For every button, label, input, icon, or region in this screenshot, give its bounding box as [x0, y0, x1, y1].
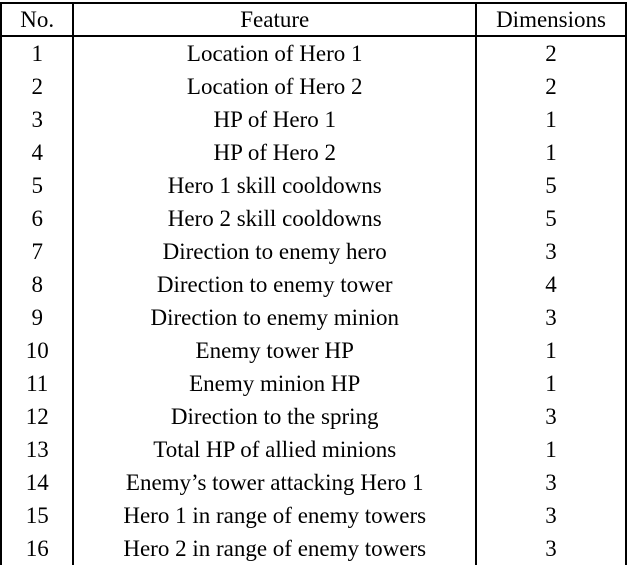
feature-cell: Direction to the spring	[72, 400, 478, 433]
table-row: 9 Direction to enemy minion 3	[0, 301, 627, 334]
no-cell: 6	[0, 202, 75, 235]
feature-cell: Enemy minion HP	[72, 367, 478, 400]
feature-table: No. Feature Dimensions 1 Location of Hero…	[0, 2, 627, 565]
dimensions-cell: 1	[475, 103, 627, 136]
dimensions-cell: 4	[475, 268, 627, 301]
feature-cell: Hero 2 in range of enemy towers	[72, 532, 478, 565]
feature-cell: Direction to enemy hero	[72, 235, 478, 268]
no-cell: 1	[0, 36, 75, 70]
no-cell: 2	[0, 70, 75, 103]
no-cell: 4	[0, 136, 75, 169]
header-no: No.	[0, 3, 75, 37]
no-cell: 12	[0, 400, 75, 433]
no-cell: 14	[0, 466, 75, 499]
table-row: 15 Hero 1 in range of enemy towers 3	[0, 499, 627, 532]
header-dimensions: Dimensions	[475, 3, 627, 37]
feature-cell: Total HP of allied minions	[72, 433, 478, 466]
feature-cell: Hero 1 skill cooldowns	[72, 169, 478, 202]
feature-cell: Hero 2 skill cooldowns	[72, 202, 478, 235]
table-row: 10 Enemy tower HP 1	[0, 334, 627, 367]
dimensions-cell: 1	[475, 433, 627, 466]
dimensions-cell: 1	[475, 367, 627, 400]
feature-cell: Enemy tower HP	[72, 334, 478, 367]
feature-cell: Location of Hero 1	[72, 36, 478, 70]
dimensions-cell: 3	[475, 532, 627, 565]
no-cell: 8	[0, 268, 75, 301]
table-header: No. Feature Dimensions	[0, 3, 627, 37]
dimensions-cell: 3	[475, 235, 627, 268]
table-row: 8 Direction to enemy tower 4	[0, 268, 627, 301]
feature-cell: Enemy’s tower attacking Hero 1	[72, 466, 478, 499]
no-cell: 10	[0, 334, 75, 367]
dimensions-cell: 5	[475, 202, 627, 235]
feature-cell: Location of Hero 2	[72, 70, 478, 103]
no-cell: 11	[0, 367, 75, 400]
no-cell: 16	[0, 532, 75, 565]
feature-cell: HP of Hero 2	[72, 136, 478, 169]
dimensions-cell: 3	[475, 301, 627, 334]
dimensions-cell: 1	[475, 136, 627, 169]
no-cell: 9	[0, 301, 75, 334]
header-feature: Feature	[72, 3, 478, 37]
feature-cell: Hero 1 in range of enemy towers	[72, 499, 478, 532]
no-cell: 15	[0, 499, 75, 532]
table-row: 5 Hero 1 skill cooldowns 5	[0, 169, 627, 202]
header-row: No. Feature Dimensions	[0, 3, 627, 37]
dimensions-cell: 2	[475, 70, 627, 103]
table-row: 6 Hero 2 skill cooldowns 5	[0, 202, 627, 235]
dimensions-cell: 3	[475, 499, 627, 532]
table-row: 11 Enemy minion HP 1	[0, 367, 627, 400]
no-cell: 5	[0, 169, 75, 202]
dimensions-cell: 5	[475, 169, 627, 202]
table-row: 12 Direction to the spring 3	[0, 400, 627, 433]
feature-cell: Direction to enemy minion	[72, 301, 478, 334]
table-row: 13 Total HP of allied minions 1	[0, 433, 627, 466]
feature-cell: Direction to enemy tower	[72, 268, 478, 301]
no-cell: 3	[0, 103, 75, 136]
feature-cell: HP of Hero 1	[72, 103, 478, 136]
no-cell: 7	[0, 235, 75, 268]
dimensions-cell: 1	[475, 334, 627, 367]
dimensions-cell: 3	[475, 400, 627, 433]
dimensions-cell: 2	[475, 36, 627, 70]
table-row: 7 Direction to enemy hero 3	[0, 235, 627, 268]
no-cell: 13	[0, 433, 75, 466]
dimensions-cell: 3	[475, 466, 627, 499]
table-row: 16 Hero 2 in range of enemy towers 3	[0, 532, 627, 565]
